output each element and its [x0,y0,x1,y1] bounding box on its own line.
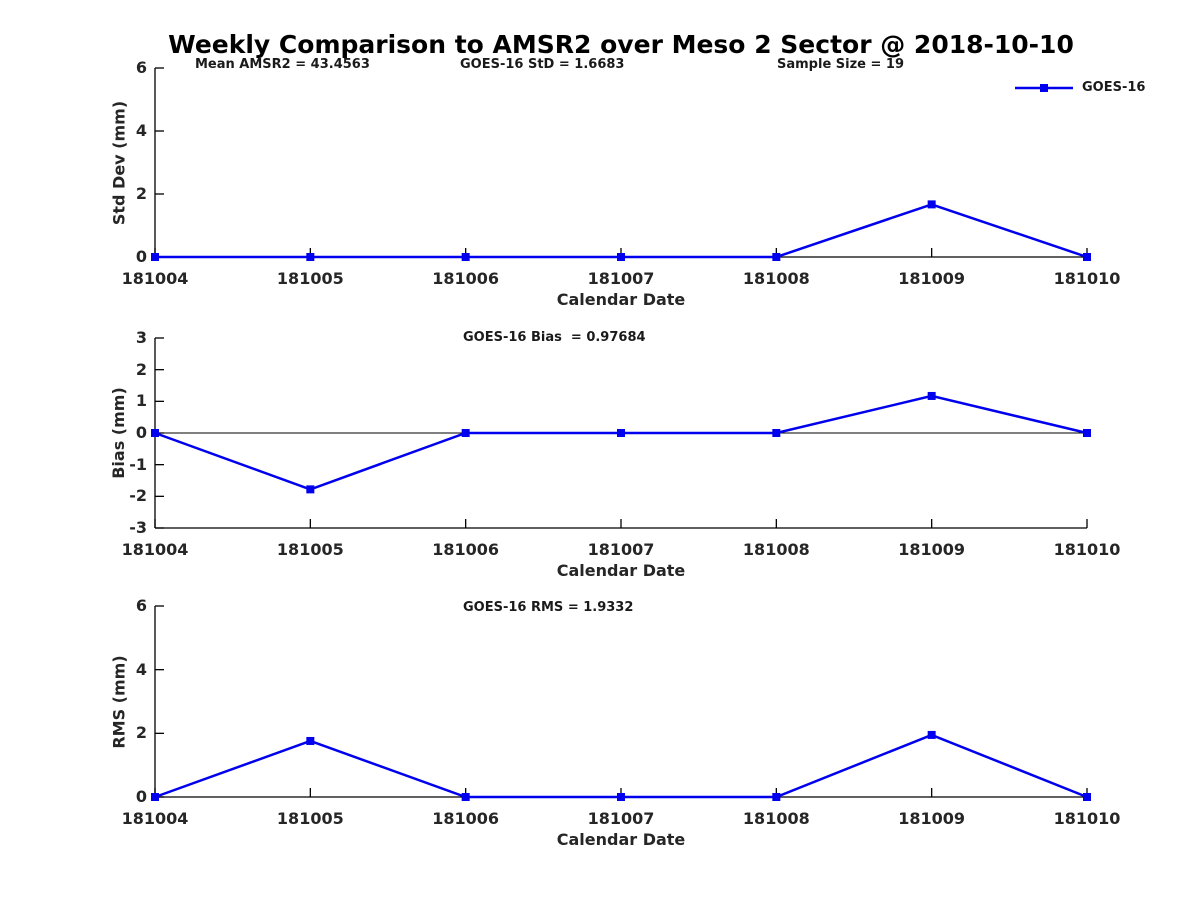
x-tick-label: 181006 [432,269,500,288]
x-tick-label: 181006 [432,540,500,559]
page-title: Weekly Comparison to AMSR2 over Meso 2 S… [168,30,1074,59]
y-tick-label: 2 [135,359,147,379]
y-tick-label: 2 [135,723,147,743]
data-marker [151,429,159,437]
data-line-goes-16 [154,733,1088,799]
legend: GOES-16 [1014,80,1145,95]
annotation-goes16-rms: GOES-16 RMS = 1.9332 [463,600,634,615]
data-marker [151,253,159,261]
y-tick-label: 0 [135,423,147,442]
x-tick-label: 181007 [587,809,655,828]
y-tick-label: 6 [135,58,147,77]
x-axis-title: Calendar Date [556,830,686,849]
x-tick-label: 181009 [898,540,966,559]
x-tick-label: 181010 [1053,540,1121,559]
x-tick-label: 181008 [742,809,810,828]
y-tick-label: 4 [135,659,147,679]
y-axis-title: Bias (mm) [109,387,128,479]
annotation-sample-size: Sample Size = 19 [777,57,905,72]
y-axis-title: Std Dev (mm) [109,100,128,225]
data-marker [1083,793,1091,801]
data-marker [1083,253,1091,261]
y-tick-label: 1 [135,391,147,411]
y-tick-label: -3 [129,518,147,537]
legend-line-marker-icon [1015,83,1073,92]
data-marker [1083,429,1091,437]
data-marker [461,429,470,437]
x-tick-label: 181009 [898,809,966,828]
data-marker [461,253,470,261]
x-tick-label: 181006 [432,809,500,828]
data-marker [772,793,781,801]
y-axis-title: RMS (mm) [109,654,128,749]
x-tick-label: 181008 [742,269,810,288]
data-marker [927,391,936,400]
data-marker [617,253,625,261]
data-marker [617,793,625,801]
data-marker [772,253,781,261]
data-marker [927,730,936,739]
y-tick-label: 0 [135,787,147,806]
data-marker [151,793,159,801]
data-marker [306,736,315,745]
x-tick-label: 181010 [1053,809,1121,828]
annotation-goes16-std: GOES-16 StD = 1.6683 [460,57,625,72]
data-marker [306,253,315,261]
y-tick-label: 2 [135,184,147,203]
y-tick-label: -2 [129,486,147,506]
x-tick-label: 181010 [1053,269,1121,288]
y-tick-label: -1 [129,454,147,474]
x-tick-label: 181008 [742,540,810,559]
x-axis-title: Calendar Date [556,290,686,309]
x-tick-label: 181005 [276,269,344,288]
x-tick-label: 181004 [121,269,189,288]
annotation-mean-amsr2: Mean AMSR2 = 43.4563 [195,57,370,72]
legend-label: GOES-16 [1082,80,1146,95]
data-marker [772,429,781,437]
y-tick-label: 6 [135,596,147,615]
y-tick-label: 0 [135,247,147,266]
data-line-goes-16 [154,394,1088,491]
y-tick-label: 4 [135,121,147,140]
x-tick-label: 181007 [587,540,655,559]
x-tick-label: 181005 [276,540,344,559]
data-marker [617,429,625,437]
x-tick-label: 181009 [898,269,966,288]
data-marker [927,200,936,209]
data-marker [461,793,470,801]
annotation-goes16-bias: GOES-16 Bias = 0.97684 [463,330,646,345]
data-marker [306,485,315,494]
x-tick-label: 181005 [276,809,344,828]
x-tick-label: 181004 [121,540,189,559]
x-axis-title: Calendar Date [556,561,686,580]
y-tick-label: 3 [135,328,147,347]
x-tick-label: 181004 [121,809,189,828]
x-tick-label: 181007 [587,269,655,288]
